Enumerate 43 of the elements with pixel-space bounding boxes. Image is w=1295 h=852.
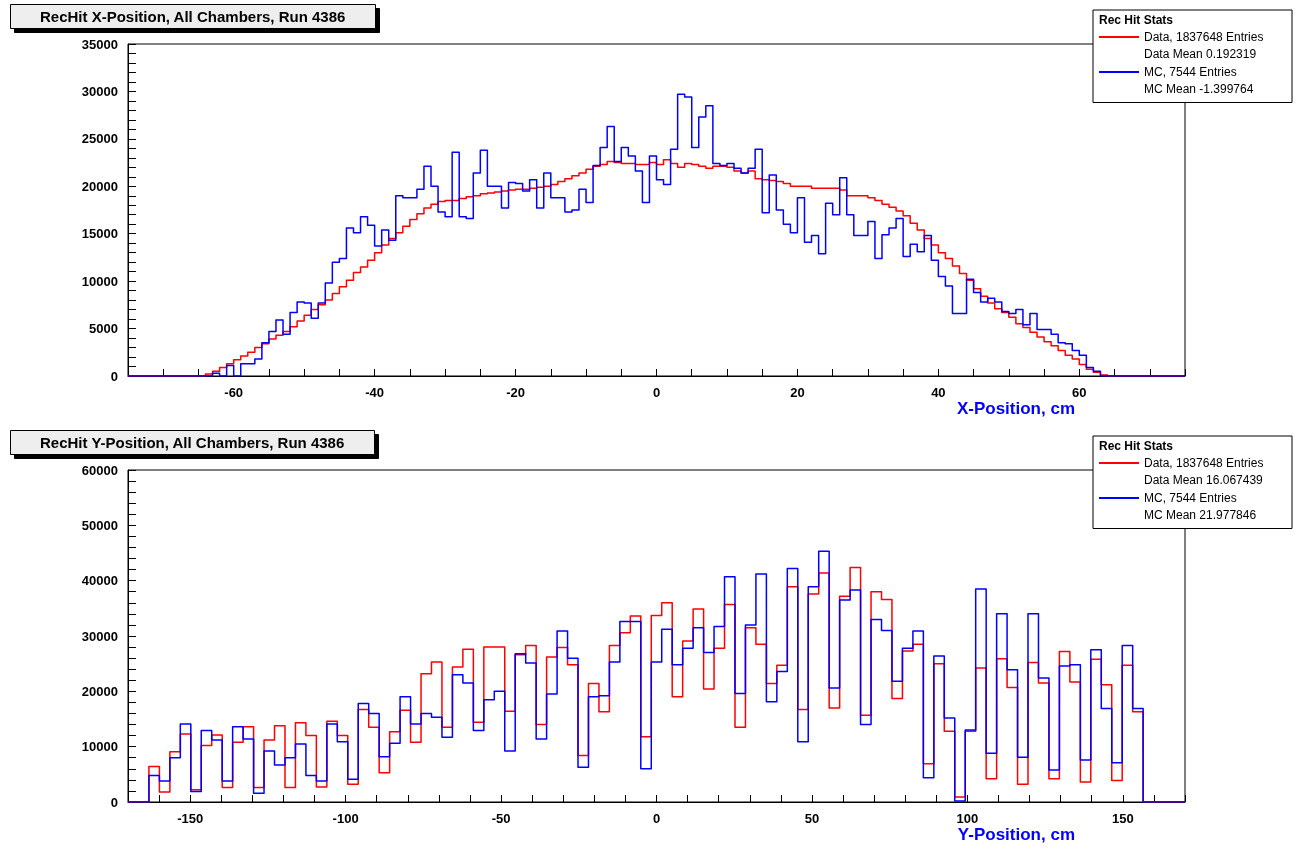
x-tick-label: -60 [224,385,244,400]
annotation: Data Mean 0.192319 [1144,46,1257,61]
x-tick-label: -50 [491,811,511,826]
x-tick-label: 60 [1072,385,1087,400]
y-tick-label: 20000 [81,178,118,194]
x-tick-label: 150 [1111,811,1134,826]
x-tick-label: 20 [790,385,805,400]
legend-label: MC, 7544 Entries [1144,491,1237,505]
chart-title: RecHit Y-Position, All Chambers, Run 4386 [40,434,345,451]
y-tick-label: 25000 [81,131,118,147]
x-tick-label: 50 [804,811,820,826]
x-tick-label: -150 [177,811,204,826]
annotation: Data Mean 16.067439 [1144,472,1264,487]
y-tick-label: 0 [110,794,118,810]
legend-label: Data, 1837648 Entries [1144,456,1264,470]
x-tick-label: -40 [365,385,385,400]
y-tick-label: 35000 [81,36,118,52]
x-tick-label: -100 [332,811,359,826]
y-tick-label: 10000 [81,739,118,755]
x-tick-label: 0 [652,385,661,400]
y-tick-label: 5000 [89,321,118,337]
x-tick-label: -20 [506,385,525,400]
y-tick-label: 50000 [81,517,118,533]
y-tick-label: 0 [110,368,118,384]
annotation: MC Mean 21.977846 [1144,507,1257,522]
x-axis-title: Y-Position, cm [957,825,1075,844]
chart-title: RecHit X-Position, All Chambers, Run 4386 [40,8,346,25]
legend-label: Data, 1837648 Entries [1144,30,1264,44]
legend-title: Rec Hit Stats [1099,439,1174,453]
y-tick-label: 30000 [81,628,118,644]
annotation: MC Mean -1.399764 [1144,81,1254,96]
legend-title: Rec Hit Stats [1099,13,1174,27]
y-tick-label: 60000 [81,462,118,478]
x-tick-label: 100 [956,811,979,826]
x-tick-label: 40 [931,385,946,400]
y-tick-label: 40000 [81,573,118,589]
legend-label: MC, 7544 Entries [1144,65,1237,79]
y-tick-label: 10000 [81,273,118,289]
y-tick-label: 15000 [81,226,118,242]
x-axis-title: X-Position, cm [956,399,1075,418]
x-tick-label: 0 [652,811,661,826]
y-tick-label: 20000 [81,683,118,699]
y-tick-label: 30000 [81,83,118,99]
